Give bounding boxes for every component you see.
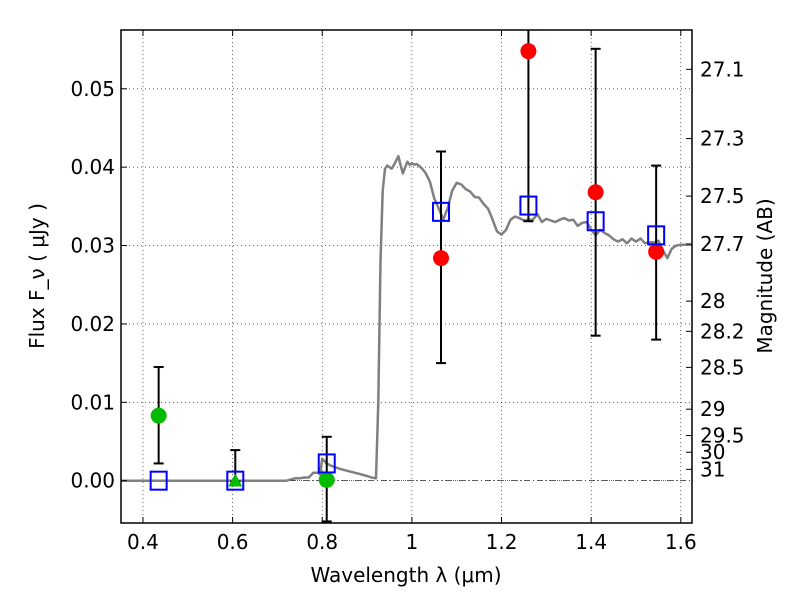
model-spectrum-line (121, 154, 692, 482)
right-tick-label: 30 (700, 440, 725, 464)
right-tick-label: 27.7 (700, 232, 745, 256)
y-tick-label: 0.00 (70, 469, 115, 493)
y-tick-label: 0.01 (70, 390, 115, 414)
model-photometry-point (432, 201, 451, 222)
x-tick-label: 0.6 (217, 530, 249, 554)
observed-detections-red-point (648, 243, 665, 260)
right-tick-label: 27.5 (700, 184, 745, 208)
observed-green-point (318, 471, 335, 488)
right-tick-label: 29.5 (700, 424, 745, 448)
model-photometry-point (586, 211, 605, 232)
y-axis-right-label: Magnitude (AB) (753, 198, 777, 353)
right-tick-label: 31 (700, 457, 725, 481)
observed-green-triangle-point (228, 473, 243, 487)
observed-green-point (150, 407, 167, 424)
plot-frame (120, 29, 693, 524)
right-tick-label: 27.3 (700, 127, 745, 151)
model-photometry-point (647, 225, 666, 246)
plot-content (121, 30, 692, 523)
x-tick-label: 1 (406, 530, 419, 554)
x-tick-label: 0.4 (127, 530, 159, 554)
y-tick-label: 0.03 (70, 234, 115, 258)
y-axis-left: 0.00 0.01 0.02 0.03 0.04 0.05 (70, 77, 127, 493)
x-tick-label: 1.6 (665, 530, 697, 554)
x-tick-label: 1.2 (486, 530, 518, 554)
right-tick-label: 28.2 (700, 319, 745, 343)
observed-detections-red-point (587, 184, 604, 201)
x-tick-label: 1.4 (575, 530, 607, 554)
y-tick-label: 0.04 (70, 155, 115, 179)
model-photometry-point (519, 195, 538, 216)
x-axis: 0.4 0.6 0.8 1 1.2 1.4 1.6 (127, 30, 697, 554)
model-photometry-point (317, 453, 336, 474)
right-tick-label: 28.5 (700, 355, 745, 379)
y-tick-label: 0.02 (70, 312, 115, 336)
x-tick-label: 0.8 (306, 530, 338, 554)
observed-detections-red-point (520, 43, 537, 60)
y-axis-label: Flux F_ν ( μJy ) (25, 203, 49, 349)
right-tick-label: 29 (700, 397, 725, 421)
model-photometry-point (149, 470, 168, 491)
observed-detections-red-point (433, 250, 450, 267)
x-axis-label: Wavelength λ (μm) (310, 563, 501, 587)
model-photometry-point (226, 470, 245, 491)
right-tick-label: 27.1 (700, 57, 745, 81)
right-tick-label: 28 (700, 289, 725, 313)
y-tick-label: 0.05 (70, 77, 115, 101)
